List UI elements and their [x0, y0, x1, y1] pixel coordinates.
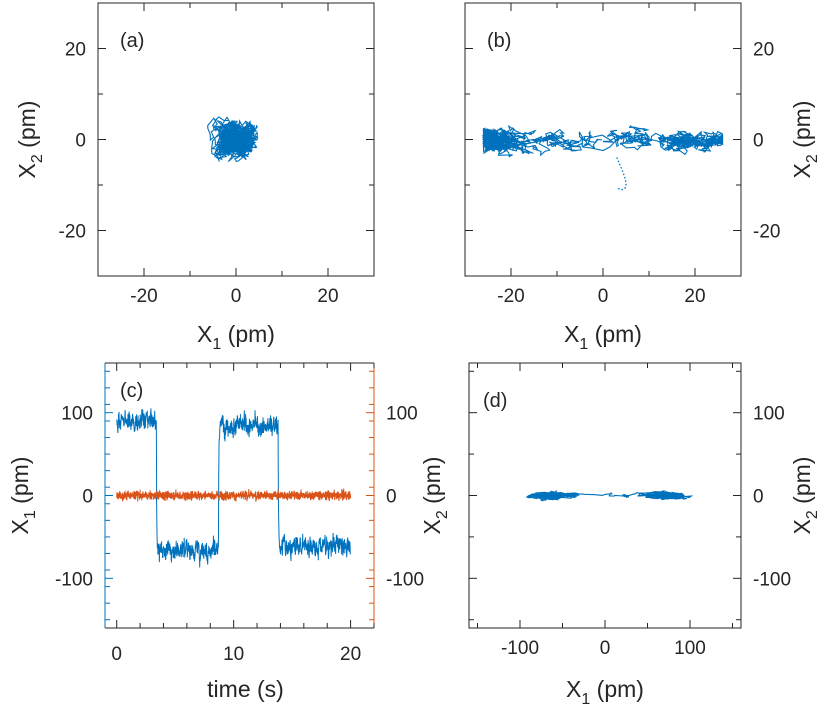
y-tick-label: 20 [753, 40, 774, 61]
x-axis-label-unit: (pm) [221, 321, 275, 347]
y-axis-label-main: X [789, 163, 815, 178]
left-y-axis-label: X1 (pm) [7, 457, 39, 535]
y-axis-label-sub: 2 [29, 154, 46, 163]
y-axis-label-unit: (pm) [789, 457, 815, 511]
x-tick-label: 20 [684, 286, 705, 307]
y-tick-label: 0 [75, 131, 86, 152]
x-tick-label: 0 [111, 644, 122, 665]
trajectory-(a) [207, 116, 259, 163]
x-axis-label-sub: 1 [579, 336, 588, 353]
trajectory-(b) [481, 124, 724, 158]
x-axis-label: X1 (pm) [564, 321, 642, 353]
x-axis-label: time (s) [207, 676, 284, 702]
y-tick-label: 0 [753, 131, 764, 152]
right-y-tick-label: -100 [386, 569, 424, 590]
x-axis-label: X1 (pm) [566, 676, 644, 708]
x-tick-label: -20 [497, 286, 524, 307]
x-tick-label: 0 [598, 286, 609, 307]
y-axis-label-sub: 2 [804, 510, 821, 519]
x-axis-label-sub: 1 [212, 336, 221, 353]
x-axis-label-main: X [566, 676, 581, 702]
y-axis-label: X2 (pm) [789, 101, 821, 179]
x-tick-label: 0 [600, 638, 611, 659]
svg-text:X2 (pm): X2 (pm) [14, 101, 46, 179]
y-axis-label-sub: 2 [804, 154, 821, 163]
y-axis-label-unit: (pm) [789, 101, 815, 155]
left-y-axis-label-main: X [7, 519, 33, 534]
x-tick-label: 20 [317, 286, 338, 307]
svg-text:X2 (pm): X2 (pm) [419, 457, 451, 535]
right-y-axis-label-unit: (pm) [419, 457, 445, 511]
x-axis-label-unit: (pm) [588, 321, 642, 347]
panel-3-frame [468, 362, 742, 629]
svg-text:X2 (pm): X2 (pm) [789, 101, 821, 179]
y-axis-label: X2 (pm) [14, 101, 46, 179]
x-tick-label: 100 [674, 638, 706, 659]
y-tick-label: 100 [753, 404, 785, 425]
trajectory-(d) [525, 490, 694, 502]
svg-text:X1 (pm): X1 (pm) [564, 321, 642, 353]
x-axis-label: X1 (pm) [197, 321, 275, 353]
left-y-axis-label-unit: (pm) [7, 457, 33, 511]
y-tick-label: -20 [753, 222, 780, 243]
svg-text:X1 (pm): X1 (pm) [197, 321, 275, 353]
right-y-axis-label: X2 (pm) [419, 457, 451, 535]
x-tick-label: 0 [231, 286, 242, 307]
right-y-tick-label: 0 [386, 487, 397, 508]
x-axis-label-sub: 1 [581, 691, 590, 708]
left-y-tick-label: 100 [61, 404, 93, 425]
y-tick-label: 20 [65, 40, 86, 61]
x-axis-label-unit: (pm) [590, 676, 644, 702]
y-tick-label: -100 [753, 569, 791, 590]
y-axis-label: X2 (pm) [789, 457, 821, 535]
svg-text:X1 (pm): X1 (pm) [566, 676, 644, 708]
trajectory-excursion [616, 157, 627, 191]
y-tick-label: -20 [59, 222, 86, 243]
y-axis-label-unit: (pm) [14, 101, 40, 155]
left-y-tick-label: -100 [55, 569, 93, 590]
x-axis-label-main: X [564, 321, 579, 347]
y-axis-label-main: X [789, 519, 815, 534]
panel-label: (b) [487, 30, 511, 52]
series-X2 [116, 488, 352, 502]
left-y-axis-label-sub: 1 [22, 510, 39, 519]
svg-text:X1 (pm): X1 (pm) [7, 457, 39, 535]
x-tick-label: 10 [223, 644, 244, 665]
series-X1 [116, 408, 352, 568]
x-axis-label-main: X [197, 321, 212, 347]
svg-text:X2 (pm): X2 (pm) [789, 457, 821, 535]
x-tick-label: -100 [501, 638, 539, 659]
panel-label: (a) [120, 30, 144, 52]
panel-label: (d) [483, 390, 507, 412]
x-tick-label: 20 [340, 644, 361, 665]
right-y-tick-label: 100 [386, 404, 418, 425]
right-y-axis-label-main: X [419, 519, 445, 534]
left-y-tick-label: 0 [82, 487, 93, 508]
panel-label: (c) [120, 380, 143, 402]
y-tick-label: 0 [753, 487, 764, 508]
x-tick-label: -20 [130, 286, 157, 307]
y-axis-label-main: X [14, 163, 40, 178]
right-y-axis-label-sub: 2 [434, 510, 451, 519]
